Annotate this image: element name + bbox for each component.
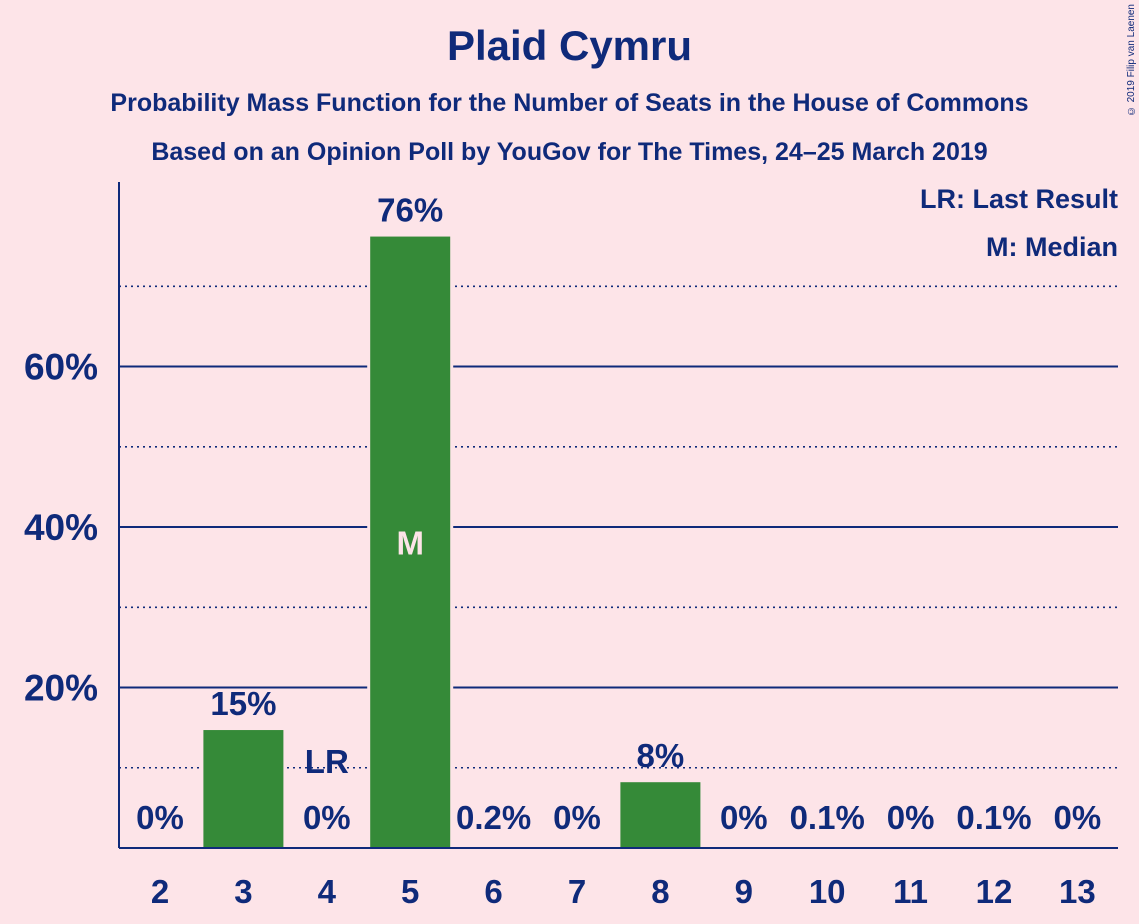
x-tick-label: 13 (1059, 873, 1096, 910)
x-tick-label: 10 (809, 873, 846, 910)
bar-value-label: 0% (1054, 799, 1102, 836)
chart-source-note: Based on an Opinion Poll by YouGov for T… (151, 138, 988, 166)
bar-value-label: 0% (887, 799, 935, 836)
bar-value-label: 0% (136, 799, 184, 836)
bar-value-label: 0% (720, 799, 768, 836)
bar-value-label: 0% (553, 799, 601, 836)
bar-value-label: 0% (303, 799, 351, 836)
y-tick-label: 60% (24, 347, 98, 388)
legend-last-result: LR: Last Result (919, 184, 1118, 214)
x-tick-label: 5 (401, 873, 419, 910)
bar (370, 236, 451, 849)
last-result-marker: LR (305, 743, 349, 780)
x-tick-label: 7 (568, 873, 586, 910)
bar-value-label: 0.2% (456, 799, 531, 836)
bar-value-label: 0.1% (790, 799, 865, 836)
chart-title: Plaid Cymru (446, 22, 693, 69)
x-tick-label: 2 (151, 873, 169, 910)
x-tick-label: 3 (234, 873, 252, 910)
legend-median: M: Median (986, 232, 1118, 262)
y-tick-label: 40% (24, 507, 98, 548)
x-tick-label: 11 (893, 873, 928, 910)
x-tick-label: 9 (735, 873, 753, 910)
x-tick-label: 12 (976, 873, 1013, 910)
chart-subtitle: Probability Mass Function for the Number… (110, 89, 1029, 117)
bar-value-label: 0.1% (956, 799, 1031, 836)
x-tick-label: 8 (651, 873, 669, 910)
bar (620, 782, 701, 848)
x-tick-label: 6 (484, 873, 502, 910)
x-tick-label: 4 (318, 873, 337, 910)
bar-value-label: 8% (637, 737, 685, 774)
bar-value-label: 15% (210, 685, 276, 722)
bar-value-label: 76% (377, 192, 443, 229)
y-tick-label: 20% (24, 668, 98, 709)
bar (203, 730, 284, 848)
median-marker: M (396, 524, 424, 561)
